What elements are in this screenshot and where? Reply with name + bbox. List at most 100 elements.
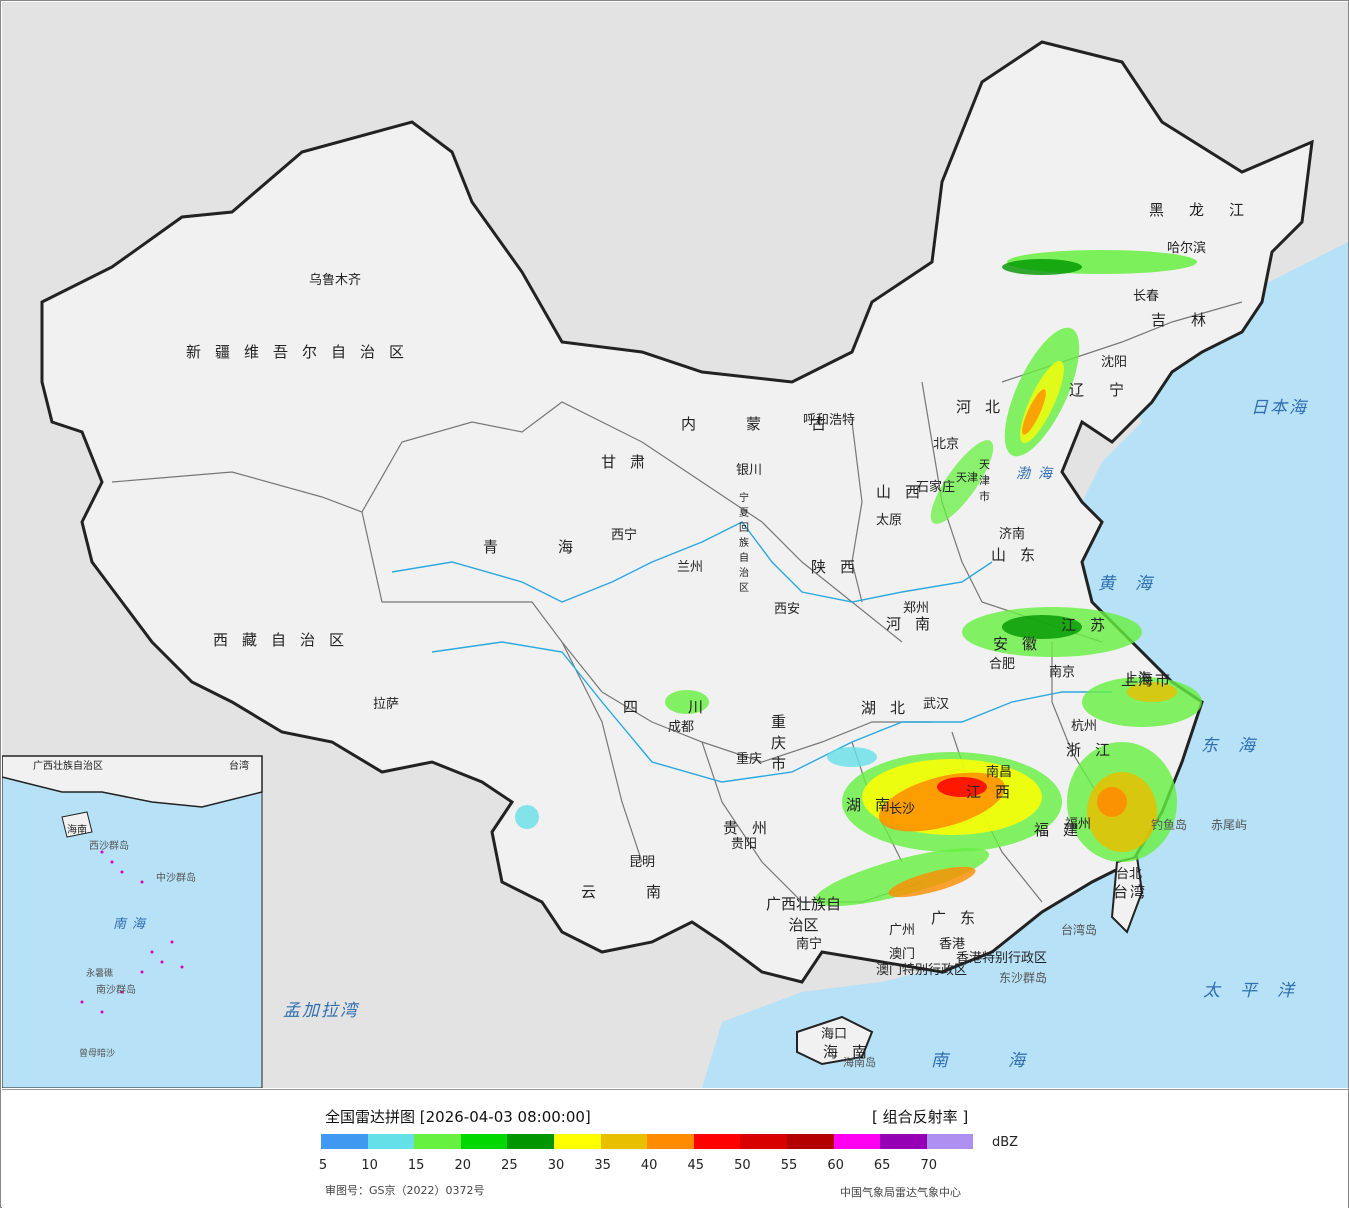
city-label: 郑州 bbox=[903, 601, 930, 616]
province-label: 海南 bbox=[823, 1043, 882, 1061]
scale-tick: 60 bbox=[827, 1158, 844, 1173]
city-label: 石家庄 bbox=[916, 480, 956, 495]
sea-label: 太平洋 bbox=[1203, 981, 1314, 1001]
province-label: 四川 bbox=[623, 698, 754, 716]
sea-label: 东海 bbox=[1201, 736, 1275, 756]
scale-tick: 55 bbox=[780, 1158, 798, 1173]
city-label: 昆明 bbox=[629, 855, 656, 870]
radar-map bbox=[2, 2, 1348, 1088]
city-label: 重庆 bbox=[736, 752, 763, 767]
sea-area bbox=[702, 242, 1348, 1088]
island-label: 赤尾屿 bbox=[1211, 818, 1248, 832]
inset-label: 南海 bbox=[113, 917, 152, 932]
city-label: 贵阳 bbox=[731, 837, 758, 852]
sea-label: 南海 bbox=[931, 1051, 1085, 1071]
city-label: 长沙 bbox=[889, 802, 916, 817]
province-label: 浙江 bbox=[1066, 741, 1125, 759]
city-label: 西宁 bbox=[611, 528, 638, 543]
province-label: 西藏自治区 bbox=[213, 631, 359, 649]
scale-tick: 25 bbox=[501, 1158, 518, 1173]
province-label: 吉林 bbox=[1151, 311, 1232, 329]
china-mainland bbox=[40, 40, 1314, 984]
island-label: 台湾岛 bbox=[1061, 923, 1098, 937]
city-label: 香港 bbox=[939, 937, 966, 952]
province-label: 黑龙江 bbox=[1149, 201, 1270, 219]
city-label: 哈尔滨 bbox=[1167, 241, 1207, 256]
scale-tick: 65 bbox=[873, 1158, 891, 1173]
scale-swatch bbox=[740, 1134, 787, 1149]
inset-map bbox=[2, 755, 263, 1088]
island-label: 钓鱼岛 bbox=[1151, 818, 1188, 832]
city-label: 银川 bbox=[736, 463, 763, 478]
inset-label: 海南 bbox=[67, 825, 87, 836]
city-label: 成都 bbox=[668, 720, 695, 735]
hainan-island bbox=[796, 1015, 874, 1066]
province-label: 甘肃 bbox=[601, 453, 660, 471]
city-label: 呼和浩特 bbox=[803, 413, 856, 428]
province-label: 山西 bbox=[876, 483, 935, 501]
province-label: 安徽 bbox=[993, 635, 1052, 653]
island-label: 西沙群岛 bbox=[89, 841, 129, 852]
province-label: 新疆维吾尔自治区 bbox=[186, 343, 419, 361]
city-label: 澳门 bbox=[889, 947, 916, 962]
map-title: 全国雷达拼图 [2026-04-03 08:00:00] bbox=[325, 1108, 591, 1126]
province-label: 云南 bbox=[581, 883, 712, 901]
scale-swatch bbox=[693, 1134, 741, 1149]
city-label: 武汉 bbox=[923, 697, 950, 712]
province-label: 湖南 bbox=[846, 796, 905, 814]
city-label: 济南 bbox=[999, 527, 1026, 542]
city-label: 南宁 bbox=[796, 937, 823, 952]
scale-swatch bbox=[833, 1134, 881, 1149]
sea-label: 黄海 bbox=[1098, 574, 1172, 594]
scale-tick: 40 bbox=[640, 1158, 658, 1173]
city-label: 海口 bbox=[821, 1027, 848, 1042]
province-label: 河北 bbox=[956, 398, 1015, 416]
island-label: 东沙群岛 bbox=[999, 971, 1048, 985]
province-label: 河南 bbox=[886, 615, 945, 633]
province-label: 内蒙古 bbox=[681, 415, 877, 433]
city-label: 合肥 bbox=[989, 657, 1016, 672]
city-label: 拉萨 bbox=[373, 697, 400, 712]
scale-swatch bbox=[926, 1134, 974, 1149]
scale-tick: 5 bbox=[318, 1158, 328, 1173]
scale-swatch bbox=[647, 1134, 694, 1149]
agency-label: 中国气象局雷达气象中心 bbox=[840, 1186, 961, 1199]
scale-swatch bbox=[880, 1134, 927, 1149]
scale-swatch bbox=[367, 1134, 415, 1149]
scale-tick: 35 bbox=[594, 1158, 611, 1173]
province-label: 江苏 bbox=[1061, 616, 1120, 634]
province-label: 重庆市 bbox=[771, 713, 789, 773]
province-label: 广西壮族自治区 bbox=[765, 895, 841, 934]
radar-echoes bbox=[515, 250, 1202, 907]
city-label: 杭州 bbox=[1071, 719, 1098, 734]
sea-label: 日本海 bbox=[1251, 398, 1308, 418]
legend-bar: 全国雷达拼图 [2026-04-03 08:00:00] [ 组合反射率 ] d… bbox=[2, 1089, 1348, 1208]
province-label: 福建 bbox=[1034, 821, 1093, 839]
city-label: 太原 bbox=[876, 513, 903, 528]
scale-tick: 20 bbox=[454, 1158, 472, 1173]
city-label: 沈阳 bbox=[1101, 355, 1128, 370]
city-label: 乌鲁木齐 bbox=[309, 273, 362, 288]
scale-tick: 70 bbox=[920, 1158, 938, 1173]
province-label: 台湾 bbox=[1113, 883, 1148, 901]
city-label: 南京 bbox=[1049, 665, 1076, 680]
city-label: 上海 bbox=[1125, 671, 1152, 686]
province-label: 辽宁 bbox=[1069, 381, 1150, 399]
inset-label: 广西壮族自治区 bbox=[33, 761, 103, 772]
island-label: 中沙群岛 bbox=[156, 873, 196, 884]
province-label: 宁夏回族自治区 bbox=[739, 493, 749, 594]
province-label: 上海市 bbox=[1121, 671, 1173, 689]
scale-tick: 50 bbox=[734, 1158, 751, 1173]
city-label: 天津 bbox=[956, 471, 978, 484]
scale-swatch bbox=[414, 1134, 461, 1149]
province-label: 澳门特别行政区 bbox=[876, 963, 968, 978]
rivers bbox=[391, 521, 1112, 783]
scale-swatch bbox=[600, 1134, 648, 1149]
province-label: 贵州 bbox=[723, 819, 782, 837]
scale-tick: 30 bbox=[547, 1158, 565, 1173]
approval-number: 审图号：GS京（2022）0372号 bbox=[325, 1184, 485, 1197]
province-label: 香港特别行政区 bbox=[956, 951, 1048, 966]
island-label: 永暑礁 bbox=[86, 969, 114, 979]
unit-label: dBZ bbox=[992, 1135, 1019, 1150]
